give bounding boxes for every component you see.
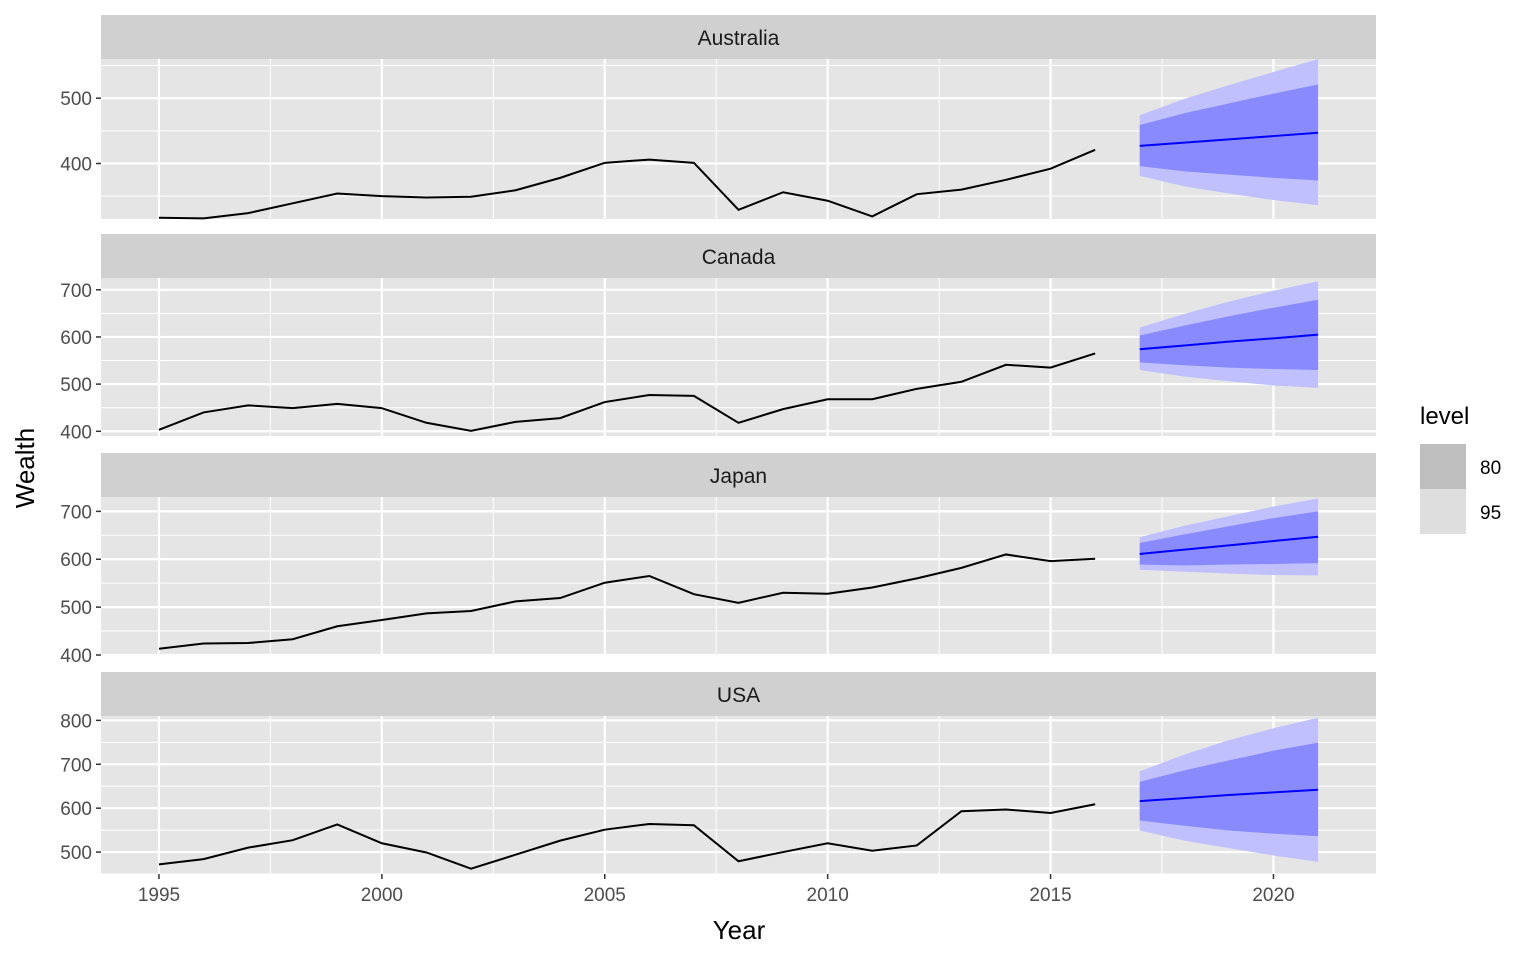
y-tick-label: 400: [60, 646, 92, 667]
legend-key-80: [1420, 444, 1466, 489]
facet-strip-label: Australia: [698, 27, 780, 50]
facet-strip: [101, 672, 1376, 716]
history-line: [158, 352, 1096, 432]
y-tick-label: 500: [60, 598, 92, 619]
y-axis-title: Wealth: [10, 428, 40, 508]
forecast-mean-line: [1139, 333, 1319, 351]
forecast-mean-line: [1139, 788, 1319, 803]
facet-strip-label: Canada: [702, 246, 776, 269]
legend-label-80: 80: [1480, 458, 1501, 479]
x-tick-label: 2015: [1029, 885, 1071, 906]
x-tick-label: 1995: [138, 885, 180, 906]
facet-panel-usa: USA 500 600 700 800: [60, 672, 1376, 875]
legend-key-95: [1420, 489, 1466, 534]
forecast-interval-80: [1139, 511, 1319, 566]
legend-title: level: [1420, 403, 1469, 430]
facet-strip: [101, 15, 1376, 59]
y-tick-label: 500: [60, 843, 92, 864]
forecast-interval-80: [1139, 742, 1319, 837]
forecast-mean-line: [1139, 535, 1319, 555]
y-tick-label: 800: [60, 711, 92, 732]
facet-panel-canada: Canada 400 500 600 700: [60, 234, 1376, 443]
facet-panel-australia: Australia 400 500: [60, 15, 1376, 220]
panel-background: [101, 497, 1376, 655]
forecast-mean-line: [1139, 131, 1319, 147]
x-tick-label: 2005: [584, 885, 626, 906]
y-tick-label: 500: [60, 375, 92, 396]
y-tick-label: 700: [60, 281, 92, 302]
y-tick-label: 600: [60, 550, 92, 571]
y-tick-label: 400: [60, 154, 92, 175]
facet-strip-label: USA: [717, 684, 760, 707]
facet-strip-label: Japan: [710, 465, 767, 488]
forecast-interval-80: [1139, 299, 1319, 370]
panels-layer: Australia 400 500 Canada 400 500 600 700 Japan 40…: [60, 15, 1376, 875]
facet-panel-japan: Japan 400 500 600 700: [60, 453, 1376, 667]
x-tick-label: 2000: [361, 885, 403, 906]
x-tick-label: 2010: [807, 885, 849, 906]
y-tick-label: 700: [60, 502, 92, 523]
history-line: [158, 553, 1096, 650]
forecast-interval-80: [1139, 84, 1319, 181]
y-tick-label: 600: [60, 328, 92, 349]
legend-label-95: 95: [1480, 503, 1501, 524]
history-line: [158, 803, 1096, 870]
facet-strip: [101, 453, 1376, 497]
history-line: [158, 148, 1096, 220]
y-tick-label: 700: [60, 755, 92, 776]
x-axis-title: Year: [713, 915, 766, 945]
y-tick-label: 400: [60, 422, 92, 443]
y-tick-label: 600: [60, 799, 92, 820]
x-axis: 1995 2000 2005 2010 2015 2020: [138, 874, 1295, 906]
legend: level 80 95: [1420, 403, 1501, 534]
facet-strip: [101, 234, 1376, 278]
y-tick-label: 500: [60, 89, 92, 110]
x-tick-label: 2020: [1252, 885, 1294, 906]
